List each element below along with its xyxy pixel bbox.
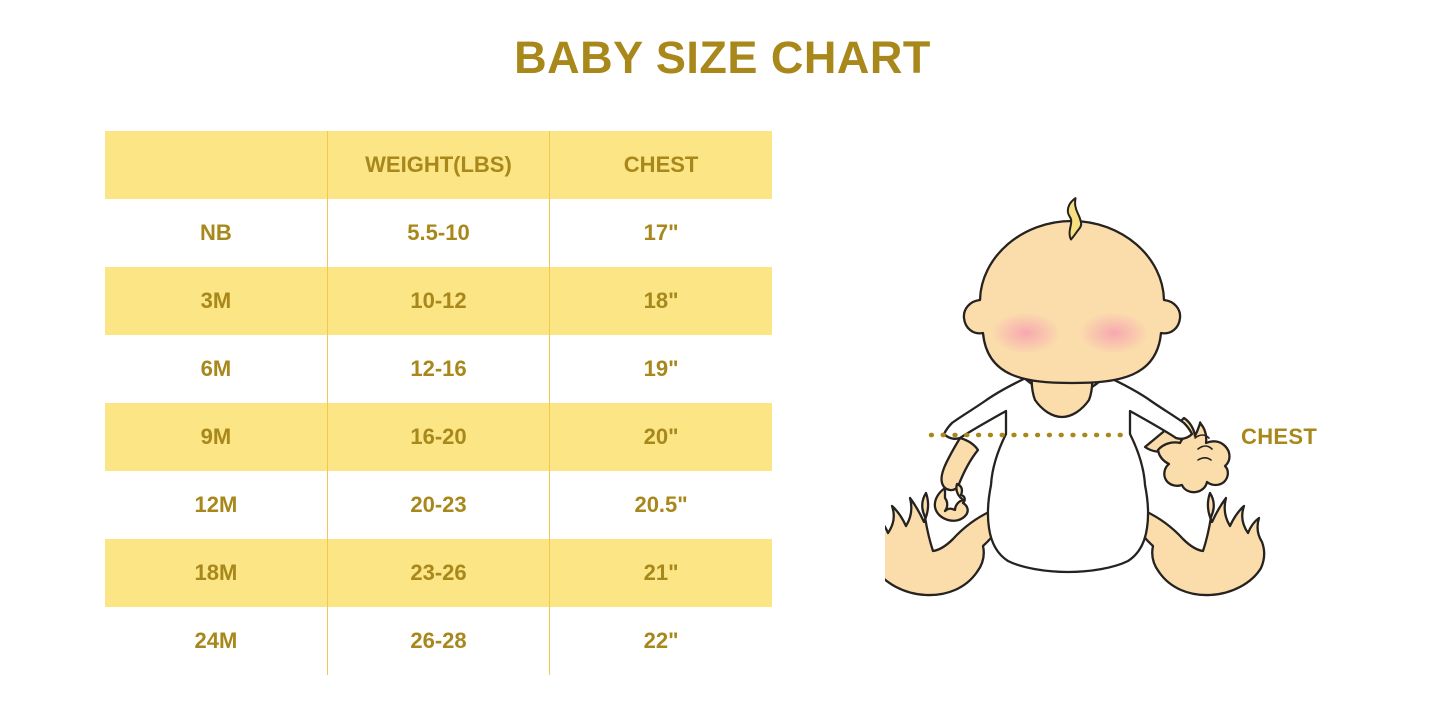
svg-text:CHEST: CHEST (1241, 424, 1317, 449)
